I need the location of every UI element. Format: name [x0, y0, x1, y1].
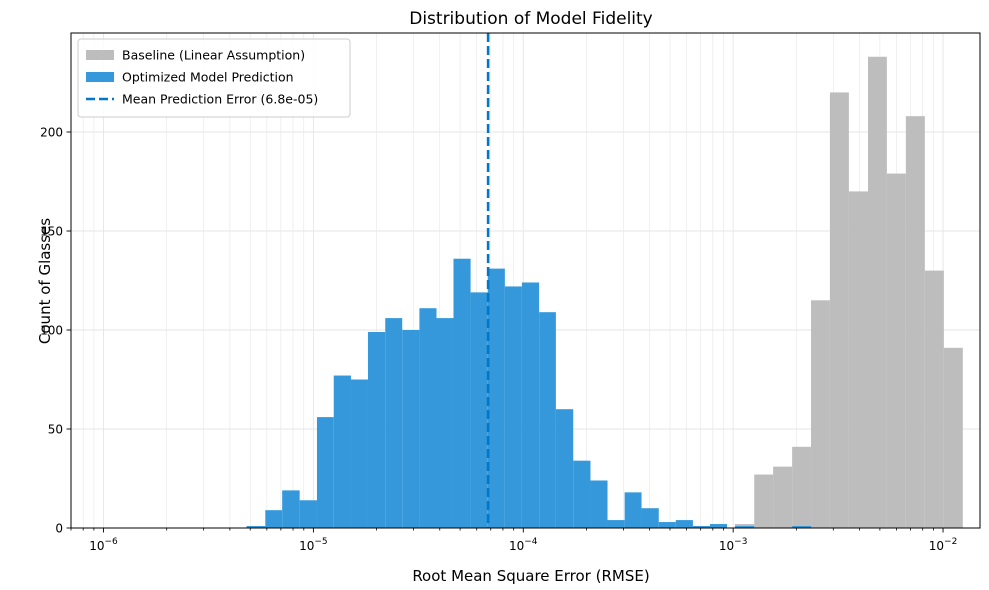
optimized-bar	[333, 375, 351, 528]
baseline-bars	[734, 56, 963, 529]
plot-frame	[70, 32, 981, 529]
optimized-bar	[734, 526, 755, 528]
baseline-bar	[773, 466, 793, 528]
y-tick-label: 150	[40, 225, 63, 239]
optimized-bar	[246, 526, 266, 528]
optimized-bar	[504, 286, 522, 528]
legend-swatch	[86, 72, 114, 82]
optimized-bars	[246, 258, 812, 528]
legend-label: Baseline (Linear Assumption)	[122, 48, 305, 63]
y-tick-label: 50	[48, 423, 63, 437]
optimized-bar	[419, 308, 437, 528]
optimized-bar	[402, 330, 420, 528]
optimized-bar	[573, 460, 591, 528]
legend-label: Optimized Model Prediction	[122, 70, 294, 85]
legend: Baseline (Linear Assumption) Optimized Mo…	[77, 38, 351, 118]
optimized-bar	[792, 526, 812, 528]
optimized-bar	[641, 508, 659, 528]
x-axis-label: Root Mean Square Error (RMSE)	[412, 567, 649, 585]
y-axis-label: Count of Glasses	[36, 218, 54, 344]
optimized-bar	[539, 312, 556, 528]
optimized-bar	[709, 524, 728, 528]
optimized-bar	[624, 492, 642, 528]
baseline-bar	[924, 270, 944, 528]
baseline-bar	[754, 474, 774, 528]
baseline-bar	[886, 173, 906, 528]
optimized-bar	[350, 379, 368, 528]
optimized-bar	[487, 268, 505, 528]
optimized-bar	[282, 490, 300, 528]
baseline-bar	[848, 191, 869, 528]
optimized-bar	[470, 292, 488, 528]
legend-swatch	[86, 50, 114, 60]
optimized-bar	[385, 318, 403, 528]
baseline-bar	[829, 92, 849, 529]
baseline-bar	[868, 56, 887, 528]
optimized-bar	[265, 510, 283, 528]
baseline-bar	[811, 300, 830, 528]
optimized-bar	[299, 500, 317, 528]
optimized-bar	[436, 318, 454, 528]
optimized-bar	[453, 258, 471, 528]
y-axis-ticks: 0 50 100 150 200	[40, 126, 71, 536]
baseline-bar	[792, 446, 812, 528]
y-tick-label: 0	[55, 522, 63, 536]
baseline-bar	[943, 347, 963, 528]
optimized-bar	[590, 480, 608, 528]
optimized-bar	[316, 417, 334, 528]
optimized-bar	[607, 520, 625, 528]
legend-box	[77, 38, 351, 118]
optimized-bar	[367, 331, 386, 528]
optimized-bar	[521, 282, 540, 528]
legend-label: Mean Prediction Error (6.8e-05)	[122, 92, 318, 107]
chart-title: Distribution of Model Fidelity	[409, 9, 653, 29]
optimized-bar	[658, 522, 676, 528]
optimized-bar	[692, 526, 710, 528]
y-tick-label: 200	[40, 126, 63, 140]
optimized-bar	[675, 520, 693, 528]
y-tick-label: 100	[40, 324, 63, 338]
optimized-bar	[555, 409, 574, 528]
baseline-bar	[905, 116, 925, 528]
